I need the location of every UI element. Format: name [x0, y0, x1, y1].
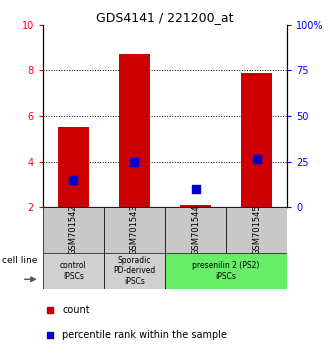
Point	[48, 332, 53, 337]
Point	[48, 307, 53, 313]
Bar	[180, 205, 211, 207]
Bar	[104, 253, 165, 289]
Bar	[43, 253, 104, 289]
Title: GDS4141 / 221200_at: GDS4141 / 221200_at	[96, 11, 234, 24]
Text: percentile rank within the sample: percentile rank within the sample	[62, 330, 227, 339]
Text: GSM701544: GSM701544	[191, 205, 200, 256]
Text: control
IPSCs: control IPSCs	[60, 261, 87, 280]
Bar	[165, 207, 226, 253]
Text: GSM701543: GSM701543	[130, 205, 139, 256]
Bar	[226, 207, 287, 253]
Bar	[119, 55, 150, 207]
Point	[254, 156, 259, 162]
Point	[71, 177, 76, 183]
Text: count: count	[62, 305, 90, 315]
Point	[132, 159, 137, 164]
Bar	[165, 253, 287, 289]
Point	[193, 186, 198, 192]
Text: GSM701545: GSM701545	[252, 205, 261, 256]
Text: cell line: cell line	[2, 256, 38, 265]
Text: presenilin 2 (PS2)
iPSCs: presenilin 2 (PS2) iPSCs	[192, 261, 260, 280]
Text: Sporadic
PD-derived
iPSCs: Sporadic PD-derived iPSCs	[113, 256, 156, 286]
Bar	[241, 73, 272, 207]
Text: GSM701542: GSM701542	[69, 205, 78, 256]
Bar	[58, 127, 89, 207]
Bar	[43, 207, 104, 253]
Bar	[104, 207, 165, 253]
